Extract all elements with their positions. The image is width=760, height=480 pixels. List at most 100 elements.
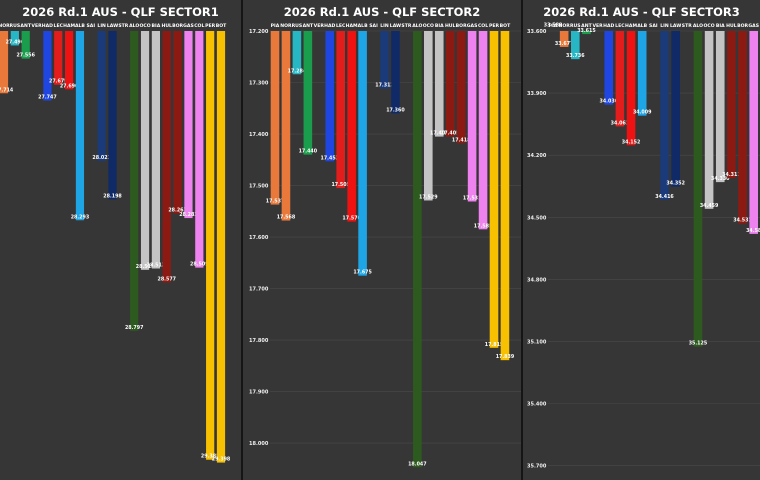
category-label: HUL [161, 23, 172, 29]
y-tick-label: 17.200 [249, 29, 269, 35]
data-label: 33.677 [555, 41, 574, 47]
data-label: 27.675 [49, 79, 68, 85]
data-label: 28.198 [103, 193, 122, 199]
bar-law [671, 31, 680, 187]
chart-title: 2026 Rd.1 AUS - QLF SECTOR2 [284, 5, 480, 19]
y-tick-label: 35.100 [527, 340, 547, 346]
data-label: 34.009 [633, 110, 652, 116]
data-label: 27.556 [16, 53, 35, 59]
y-tick-label: 35.700 [527, 464, 547, 470]
data-label: 28.023 [92, 155, 111, 161]
bar-lec [336, 31, 345, 189]
category-label: HUL [445, 23, 456, 29]
data-label: 17.839 [496, 354, 515, 360]
chart-title: 2026 Rd.1 AUS - QLF SECTOR1 [22, 5, 218, 19]
category-label: LAW [107, 23, 118, 29]
y-tick-label: 17.900 [249, 390, 269, 396]
y-tick-label: 17.600 [249, 235, 269, 241]
data-label: 29.385 [201, 454, 220, 460]
data-label: 17.531 [463, 196, 482, 202]
category-label: BIA [716, 23, 725, 29]
y-tick-label: 33.900 [527, 91, 547, 97]
category-label: ALB [75, 23, 85, 29]
category-label: COL [194, 23, 204, 29]
bar-gas [749, 31, 758, 234]
bar-nor [0, 31, 9, 94]
data-label: 17.453 [320, 155, 339, 161]
data-label: 17.418 [452, 137, 471, 143]
bar-lec [615, 31, 625, 127]
data-label: 28.519 [136, 264, 155, 270]
category-label: HAD [42, 23, 53, 29]
category-label: ANT [20, 23, 31, 29]
data-label: 17.360 [386, 107, 405, 113]
data-label: 17.529 [419, 194, 438, 200]
bar-ant [582, 31, 591, 35]
bar-ant [21, 31, 30, 59]
bar-alb [75, 31, 85, 221]
data-label: 17.405 [441, 131, 460, 137]
category-label: OCO [139, 23, 150, 29]
bar-rus [571, 31, 580, 60]
chart-panel-2: 17.200 17.300 17.400 17.500 17.600 17.700 17.8… [243, 0, 521, 480]
bar-gas [467, 31, 477, 202]
bar-lin [660, 31, 669, 200]
category-label: LAW [390, 23, 401, 29]
bar-nor [281, 31, 291, 221]
category-label: ALB [358, 23, 368, 29]
bar-per [489, 31, 499, 348]
category-label: ANT [303, 23, 314, 29]
panel-divider [241, 0, 243, 480]
bar-law [108, 31, 117, 200]
panel-background [0, 0, 241, 480]
category-label: HAD [324, 23, 335, 29]
bar-col [195, 31, 204, 268]
data-label: 17.570 [342, 216, 361, 222]
bar-bia [434, 31, 444, 137]
category-label: BOR [737, 23, 748, 29]
category-label: RUS [10, 23, 21, 29]
data-label: 27.714 [0, 87, 14, 93]
data-label: 34.531 [733, 218, 752, 224]
data-label: 29.398 [212, 457, 231, 463]
data-label: 34.58 [746, 228, 760, 234]
category-label: LEC [336, 23, 346, 29]
chart-title: 2026 Rd.1 AUS - QLF SECTOR3 [543, 5, 739, 19]
bar-lin [380, 31, 389, 89]
bar-oco [704, 31, 714, 209]
data-label: 17.815 [485, 342, 504, 348]
category-label: ALO [693, 23, 703, 29]
bar-oco [424, 31, 433, 201]
data-label: 28.577 [157, 277, 176, 283]
y-tick-label: 34.800 [527, 277, 547, 283]
category-label: STR [401, 23, 411, 29]
data-label: 17.312 [375, 83, 394, 89]
category-label: ALO [129, 23, 139, 29]
category-label: SAI [369, 23, 378, 29]
category-label: LIN [380, 23, 389, 29]
bar-rus [10, 31, 19, 46]
bar-bot [216, 31, 226, 463]
data-label: 28.509 [190, 262, 209, 268]
bar-law [391, 31, 400, 114]
bar-col [478, 31, 488, 230]
data-label: 27.496 [6, 39, 25, 45]
category-label: SAI [87, 23, 96, 29]
bar-had [604, 31, 614, 105]
bar-hul [727, 31, 736, 179]
data-label: 28.293 [71, 214, 90, 220]
category-label: GAS [467, 23, 478, 29]
bar-hul [445, 31, 455, 137]
bar-ham [626, 31, 636, 146]
data-label: 33.588 [544, 23, 563, 29]
y-tick-label: 18.000 [249, 441, 269, 447]
category-label: LEC [54, 23, 64, 29]
category-label: ALO [412, 23, 422, 29]
bar-ant [303, 31, 313, 155]
data-label: 18.047 [408, 461, 427, 467]
bar-oco [140, 31, 150, 270]
y-tick-label: 17.700 [249, 287, 269, 293]
bar-ham [347, 31, 356, 222]
y-tick-label: 17.800 [249, 338, 269, 344]
